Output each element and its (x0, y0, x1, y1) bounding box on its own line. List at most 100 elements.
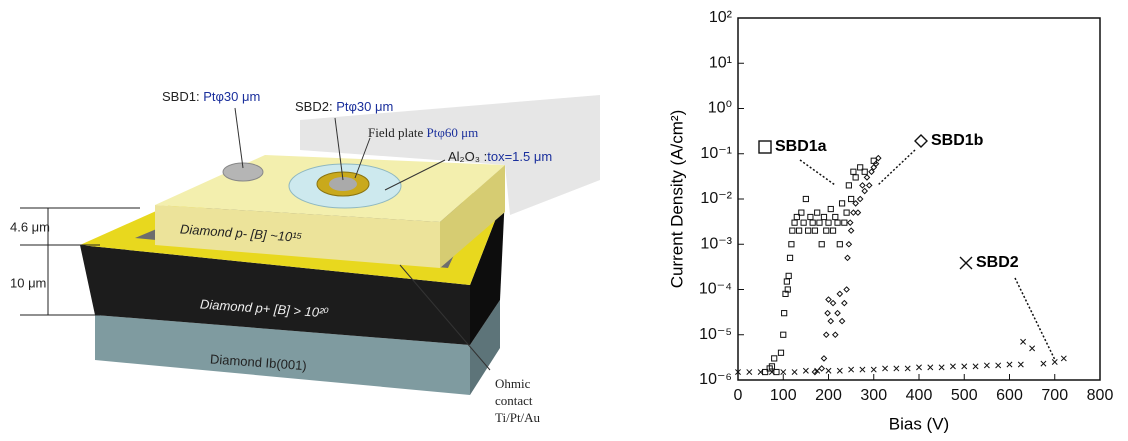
point (832, 213, 839, 221)
point (870, 157, 877, 164)
thickness-label: 4.6 μm (10, 219, 50, 234)
point (983, 362, 990, 369)
point (785, 272, 792, 279)
point (850, 209, 857, 216)
point (827, 205, 834, 213)
point (870, 366, 877, 373)
point (768, 369, 775, 375)
point (857, 164, 864, 171)
point (848, 366, 855, 373)
legend-label: SBD1a (775, 138, 827, 155)
point (949, 363, 956, 370)
point (834, 309, 841, 317)
p-minus-front (155, 205, 440, 268)
point (777, 349, 785, 356)
point (762, 368, 769, 376)
point (856, 195, 864, 203)
y-tick-label: 10¹ (709, 54, 732, 71)
point (786, 254, 794, 261)
point (836, 367, 843, 374)
x-tick-label: 500 (951, 387, 978, 404)
annotation-arrow (799, 159, 836, 186)
point (784, 286, 791, 293)
label: Al₂O₃ : (448, 149, 487, 164)
point (746, 369, 753, 375)
leader (354, 137, 371, 179)
x-tick-label: 200 (815, 387, 842, 404)
plot-frame (737, 17, 1101, 381)
point (834, 219, 841, 226)
point (904, 365, 911, 372)
x-tick-label: 400 (906, 387, 933, 404)
point (847, 227, 855, 234)
point (1060, 355, 1067, 362)
point (800, 219, 807, 226)
point (861, 168, 868, 175)
p-plus-front (80, 245, 470, 345)
point (795, 227, 803, 234)
point (848, 195, 855, 203)
ohmic-label: Ti/Pt/Au (495, 410, 541, 425)
legend-marker (758, 140, 772, 154)
sbd2-label: SBD2: Ptφ30 μm (295, 99, 393, 114)
point (780, 331, 787, 338)
point (791, 369, 798, 375)
point (972, 363, 979, 370)
point (818, 365, 826, 372)
point (807, 213, 814, 221)
label: SBD2: (295, 99, 333, 114)
point (825, 296, 832, 303)
point (916, 364, 922, 371)
y-axis-label: Current Density (A/cm²) (667, 110, 686, 289)
point (771, 355, 778, 362)
point (829, 299, 837, 307)
point (861, 187, 869, 195)
point (818, 241, 825, 248)
point (841, 299, 848, 307)
point (865, 182, 873, 189)
y-tick-label: 10⁻⁴ (699, 281, 732, 298)
point (854, 209, 862, 216)
leader (399, 264, 491, 371)
x-tick-label: 300 (860, 387, 887, 404)
point (893, 365, 900, 372)
point (798, 209, 805, 216)
point (863, 174, 871, 181)
point (735, 369, 741, 375)
point (811, 227, 819, 234)
point (846, 219, 854, 226)
legend-label: SBD2 (976, 254, 1019, 271)
y-tick-label: 10⁻³ (700, 235, 732, 252)
point (838, 317, 846, 325)
substrate-side (470, 300, 500, 395)
label: Ptφ30 μm (336, 99, 393, 114)
y-tick-label: 10⁻² (700, 190, 732, 207)
point (757, 369, 764, 375)
backdrop (300, 95, 600, 215)
point (836, 241, 843, 248)
point (868, 168, 875, 176)
leader (234, 107, 244, 169)
point (852, 174, 859, 181)
point (823, 227, 830, 234)
legend-marker (959, 256, 973, 270)
label: Ptφ30 μm (203, 89, 260, 104)
point (844, 254, 851, 262)
point (1029, 345, 1036, 352)
point (882, 365, 889, 372)
point (927, 364, 934, 371)
point (850, 168, 857, 175)
y-tick-label: 10⁻¹ (700, 145, 732, 162)
point (783, 278, 790, 285)
y-tick-label: 10² (709, 9, 733, 26)
point (820, 355, 828, 362)
point (822, 331, 830, 339)
point (831, 331, 839, 339)
point (845, 182, 852, 189)
legend-label: SBD1b (931, 132, 984, 149)
x-tick-label: 100 (770, 387, 797, 404)
point (816, 219, 823, 226)
point (814, 367, 821, 374)
label: Field plate (368, 125, 423, 140)
